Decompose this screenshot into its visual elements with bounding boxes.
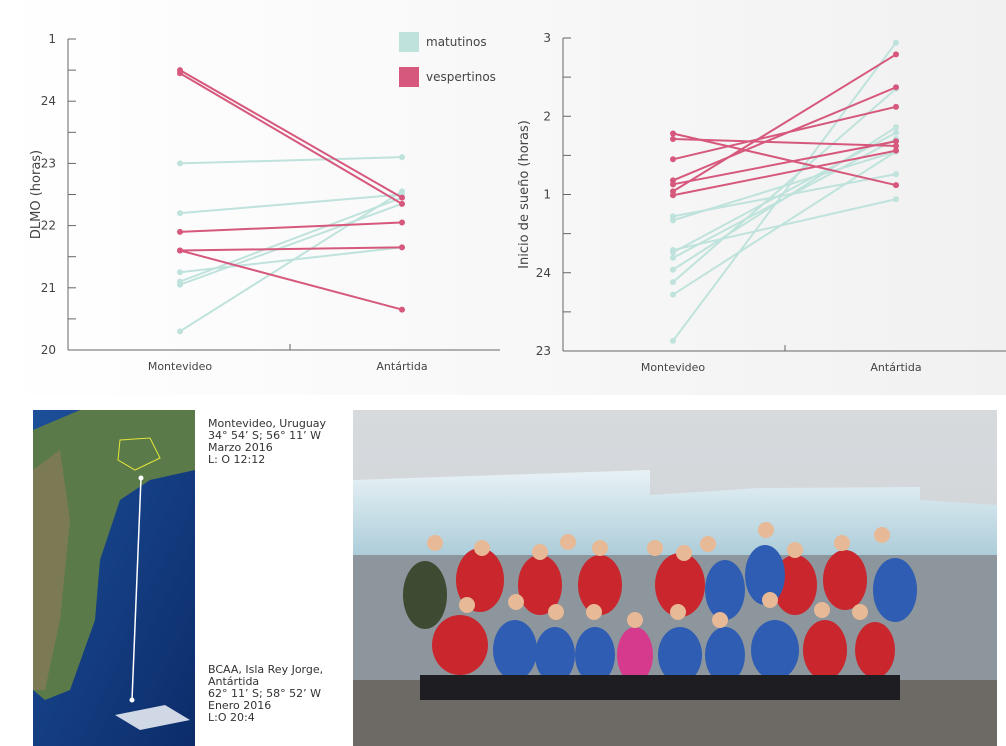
point [177, 282, 183, 288]
point [670, 136, 676, 142]
y-tick-label: 20 [41, 343, 56, 357]
point [670, 249, 676, 255]
point [177, 70, 183, 76]
point [670, 267, 676, 273]
y-tick-label: 1 [48, 32, 56, 46]
y-tick-label: 23 [536, 344, 551, 358]
point [893, 104, 899, 110]
point [893, 124, 899, 130]
figure: 20212223241DLMO (horas)MontevideoAntárti… [0, 0, 1006, 746]
point [670, 292, 676, 298]
legend-swatch [399, 67, 419, 87]
y-tick-label: 2 [543, 109, 551, 123]
point [399, 201, 405, 207]
x-tick-label: Montevideo [148, 360, 213, 373]
caption-line: L:O 20:4 [208, 712, 323, 724]
x-tick-label: Montevideo [641, 361, 706, 374]
map-image [33, 410, 195, 746]
y-axis-label: Inicio de sueño (horas) [517, 120, 532, 269]
point [177, 269, 183, 275]
point [893, 51, 899, 57]
point [670, 255, 676, 261]
y-tick-label: 24 [41, 94, 56, 108]
point [893, 84, 899, 90]
point [399, 244, 405, 250]
point [399, 195, 405, 201]
point [893, 138, 899, 144]
point [670, 279, 676, 285]
point [399, 188, 405, 194]
legend-label: matutinos [426, 35, 487, 49]
y-tick-label: 21 [41, 281, 56, 295]
point [893, 171, 899, 177]
page: {"chart_data": [ {"type": "slope", "y_la… [0, 0, 1006, 746]
y-axis-label: DLMO (horas) [29, 150, 44, 239]
y-tick-label: 3 [543, 31, 551, 45]
y-tick-label: 24 [536, 266, 551, 280]
point [177, 160, 183, 166]
point [670, 217, 676, 223]
x-tick-label: Antártida [376, 360, 427, 373]
point [893, 196, 899, 202]
point [177, 210, 183, 216]
point [177, 328, 183, 334]
legend-label: vespertinos [426, 70, 496, 84]
point [670, 338, 676, 344]
caption-line: L: O 12:12 [208, 454, 326, 466]
point [670, 130, 676, 136]
legend-swatch [399, 32, 419, 52]
group-photo [353, 410, 997, 746]
chart-background [0, 0, 1006, 395]
point [670, 156, 676, 162]
point [177, 229, 183, 235]
point [399, 219, 405, 225]
point [893, 40, 899, 46]
point [399, 154, 405, 160]
point [670, 192, 676, 198]
point [893, 182, 899, 188]
point [670, 181, 676, 187]
x-tick-label: Antártida [870, 361, 921, 374]
point [893, 148, 899, 154]
point [177, 247, 183, 253]
point [399, 307, 405, 313]
y-tick-label: 1 [543, 188, 551, 202]
point [893, 130, 899, 136]
